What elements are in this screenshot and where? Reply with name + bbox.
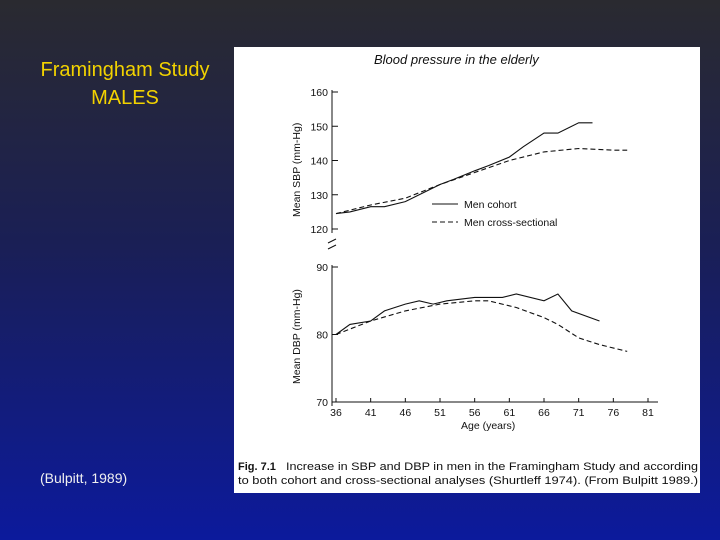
x-tick-label: 36 bbox=[330, 407, 342, 419]
sbp-ylabel: Mean SBP (mm-Hg) bbox=[291, 123, 303, 217]
bp-chart: Blood pressure in the elderly 1201301401… bbox=[238, 52, 698, 487]
dbp-ylabel: Mean DBP (mm-Hg) bbox=[291, 289, 303, 384]
caption-line2: to both cohort and cross-sectional analy… bbox=[238, 475, 698, 487]
x-tick-label: 51 bbox=[434, 407, 446, 419]
caption-line1: Increase in SBP and DBP in men in the Fr… bbox=[286, 461, 698, 473]
dbp-panel: 70 80 90 36 41 46 51 56 61 66 71 76 81 bbox=[316, 262, 658, 419]
scanned-figure: Blood pressure in the elderly 120 130 140 1… bbox=[234, 47, 700, 493]
x-tick-label: 71 bbox=[573, 407, 585, 419]
x-tick-label: 46 bbox=[399, 407, 411, 419]
legend-label-cohort: Men cohort bbox=[464, 199, 517, 211]
x-tick-label: 81 bbox=[642, 407, 654, 419]
x-tick-label: 76 bbox=[607, 407, 619, 419]
chart-title: Blood pressure in the elderly bbox=[374, 52, 540, 67]
x-tick-label: 66 bbox=[538, 407, 550, 419]
dbp-series-cohort bbox=[335, 293, 600, 335]
slide-title-line1: Framingham Study bbox=[40, 59, 210, 81]
x-tick-label: 56 bbox=[469, 407, 481, 419]
x-axis: 36 41 46 51 56 61 66 71 76 81 bbox=[330, 398, 658, 419]
x-tick-label: 41 bbox=[365, 407, 377, 419]
sbp-ytick-label: 120 bbox=[310, 224, 328, 236]
dbp-ytick-label: 90 bbox=[316, 262, 328, 274]
sbp-ytick-label: 150 bbox=[310, 121, 328, 133]
sbp-ytick-label: 140 bbox=[310, 156, 328, 168]
citation: (Bulpitt, 1989) bbox=[40, 470, 128, 486]
sbp-panel: 120 130 140 150 160 Men cohort Men cross-secti… bbox=[310, 87, 628, 250]
x-axis-label: Age (years) bbox=[461, 420, 515, 432]
sbp-ytick-label: 160 bbox=[310, 87, 328, 99]
sbp-ytick-label: 130 bbox=[310, 190, 328, 202]
sbp-axis-break bbox=[327, 238, 337, 250]
dbp-series-cross-sectional bbox=[335, 300, 628, 352]
sbp-series-cohort bbox=[335, 122, 593, 215]
caption-label: Fig. 7.1 bbox=[238, 461, 276, 473]
sbp-series-cross-sectional bbox=[335, 147, 628, 215]
slide-title-line2: MALES bbox=[91, 87, 159, 109]
dbp-ytick-label: 80 bbox=[316, 330, 328, 342]
slide-title: Framingham Study MALES bbox=[14, 56, 236, 112]
legend-label-cross-sectional: Men cross-sectional bbox=[464, 217, 557, 229]
dbp-ytick-label: 70 bbox=[316, 397, 328, 409]
sbp-legend: Men cohort Men cross-sectional bbox=[432, 199, 557, 229]
x-tick-label: 61 bbox=[503, 407, 515, 419]
